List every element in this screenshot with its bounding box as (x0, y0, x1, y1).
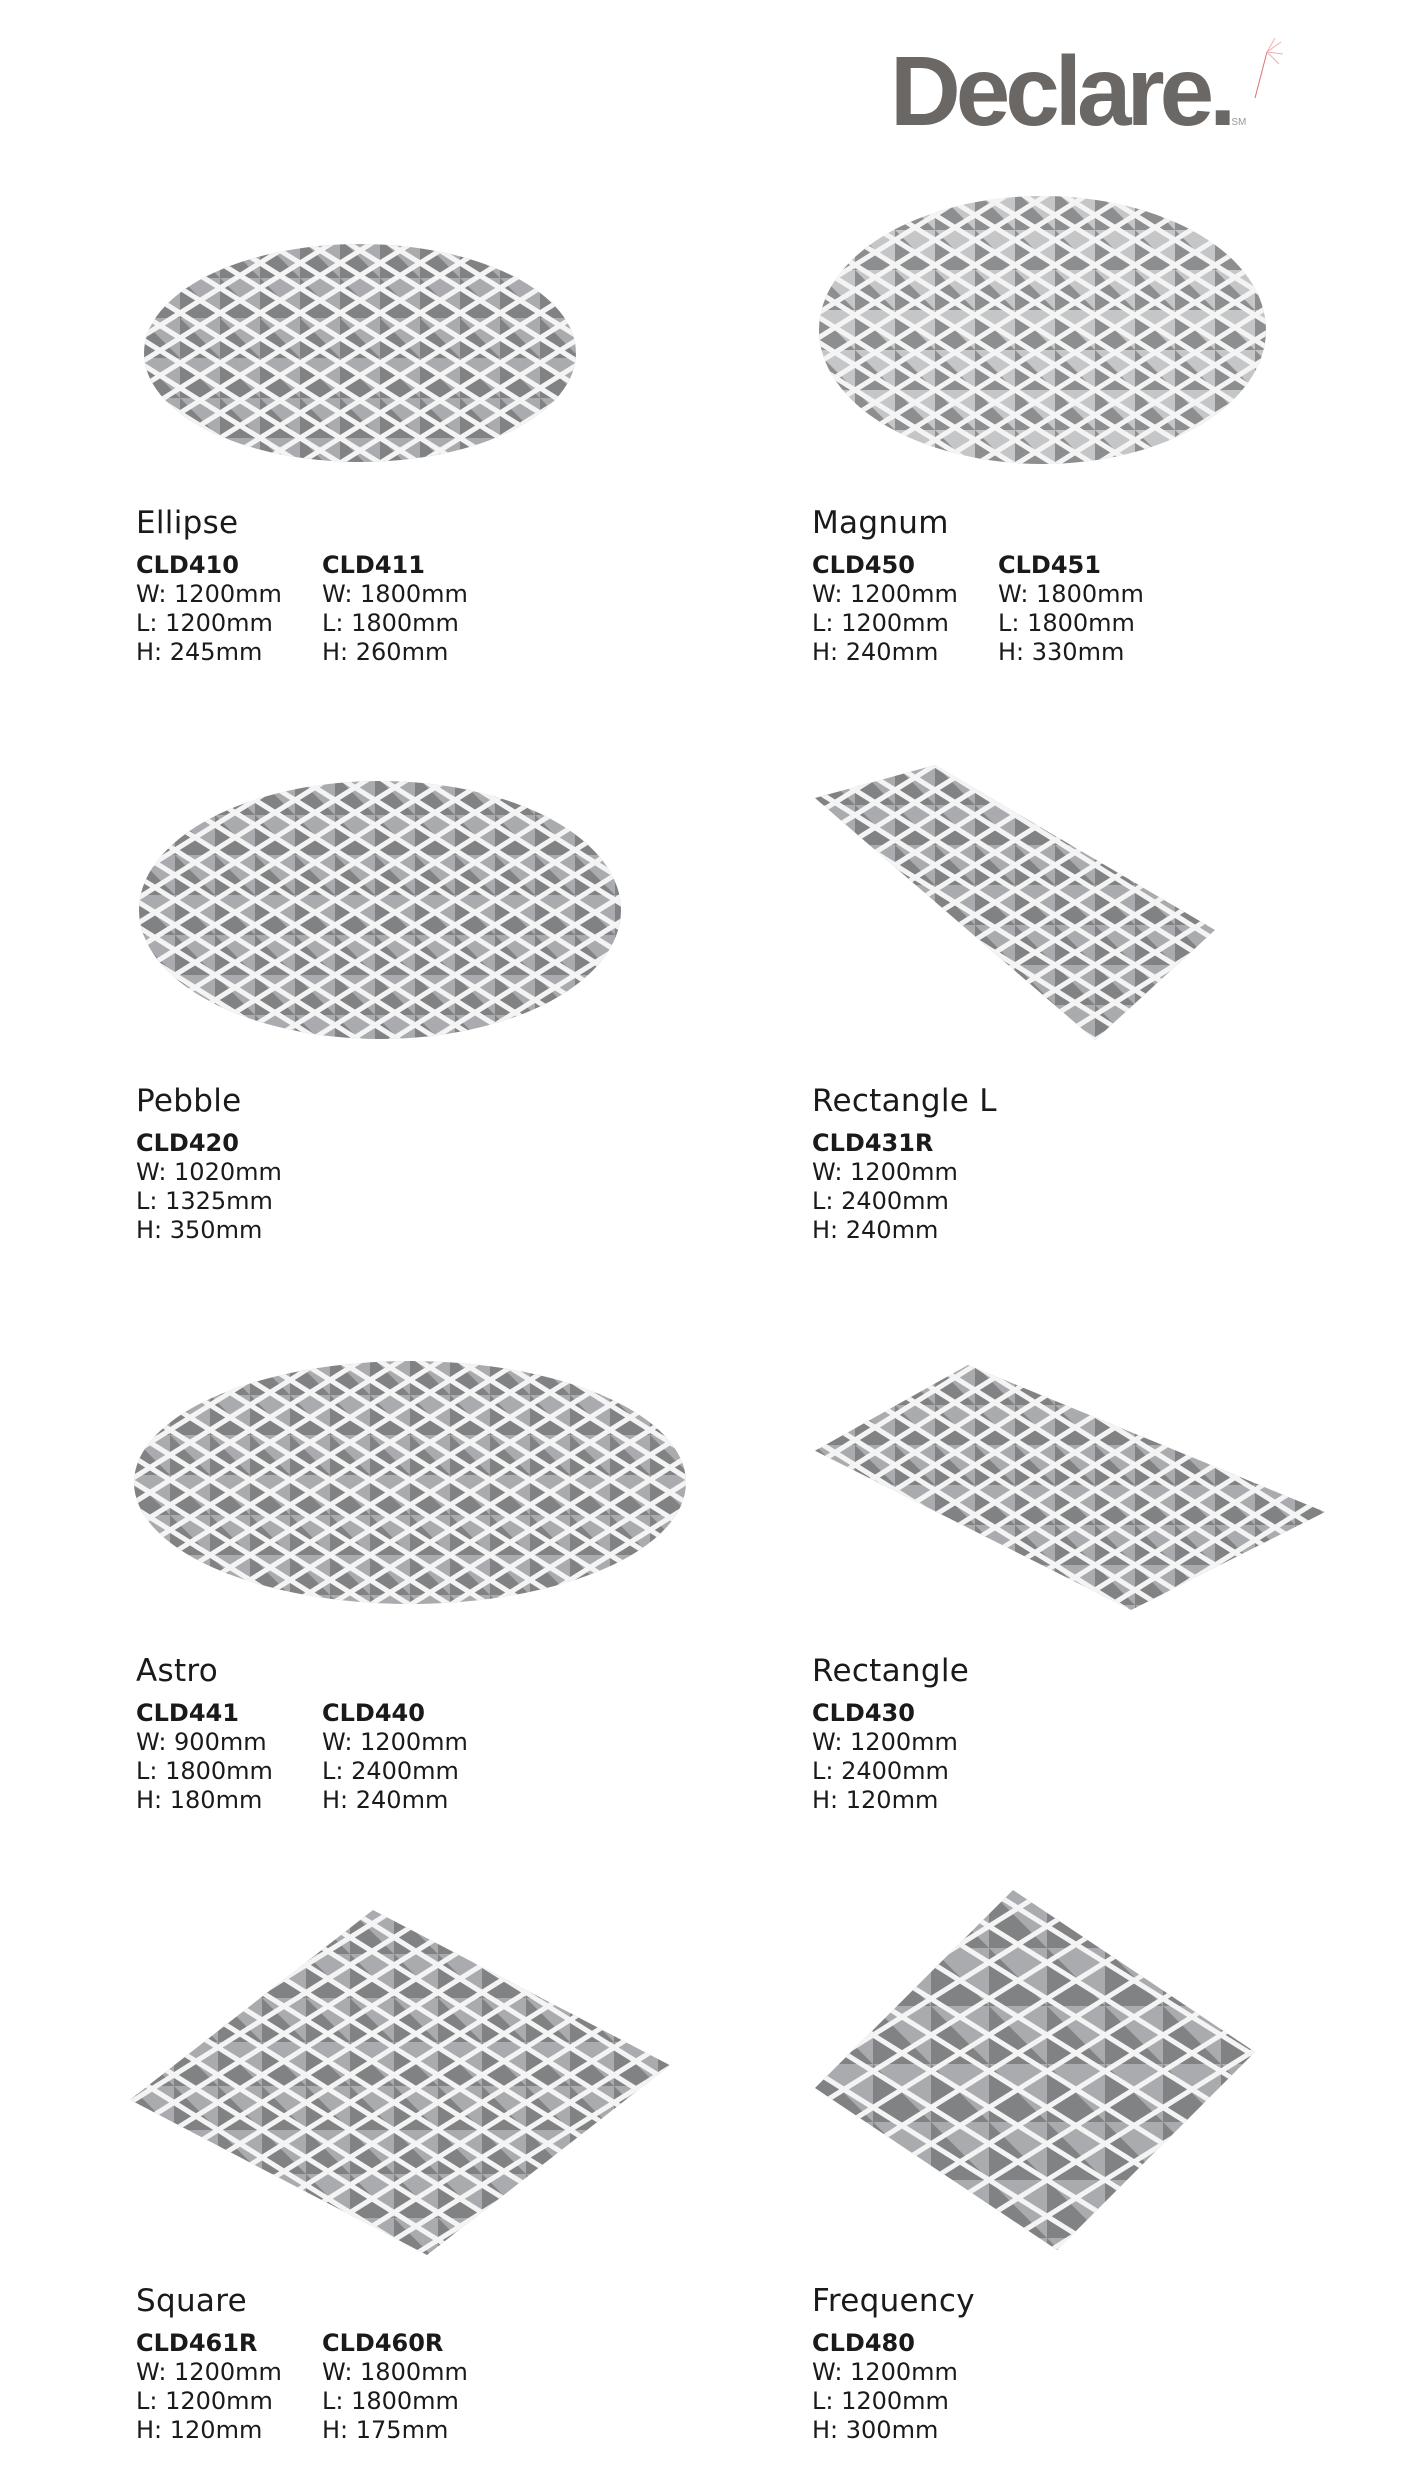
product-code: CLD431R (812, 1129, 934, 1157)
variant-spec: CLD430 W: 1200mm L: 2400mm H: 120mm (812, 1699, 958, 1815)
length-spec: L: 2400mm (812, 1187, 949, 1215)
width-spec: W: 1200mm (812, 1728, 958, 1756)
pebble-product-image (139, 781, 621, 1039)
logo-text: Declare. (890, 36, 1236, 146)
square-product-image (130, 1910, 670, 2255)
length-spec: L: 2400mm (812, 1757, 949, 1785)
length-spec: L: 1325mm (136, 1187, 273, 1215)
product-code: CLD451 (998, 551, 1101, 579)
height-spec: H: 120mm (136, 2416, 263, 2444)
width-spec: W: 1020mm (136, 1158, 282, 1186)
product-code: CLD441 (136, 1699, 239, 1727)
length-spec: L: 1200mm (812, 2387, 949, 2415)
magnum-product-image (819, 196, 1266, 464)
square-title: Square (136, 2283, 247, 2319)
height-spec: H: 240mm (322, 1786, 449, 1814)
length-spec: L: 1800mm (322, 2387, 459, 2415)
length-spec: L: 1200mm (812, 609, 949, 637)
variant-spec: CLD460R W: 1800mm L: 1800mm H: 175mm (322, 2329, 468, 2445)
frequency-title: Frequency (812, 2283, 975, 2319)
length-spec: L: 1800mm (998, 609, 1135, 637)
height-spec: H: 260mm (322, 638, 449, 666)
declare-logo: Declare.SM (890, 42, 1246, 140)
product-code: CLD420 (136, 1129, 239, 1157)
rectangle-title: Rectangle (812, 1653, 970, 1689)
width-spec: W: 1200mm (812, 580, 958, 608)
length-spec: L: 1800mm (136, 1757, 273, 1785)
product-code: CLD411 (322, 551, 425, 579)
width-spec: W: 1200mm (136, 2358, 282, 2386)
product-code: CLD410 (136, 551, 239, 579)
width-spec: W: 1800mm (322, 580, 468, 608)
variant-spec: CLD431R W: 1200mm L: 2400mm H: 240mm (812, 1129, 958, 1245)
variant-spec: CLD420 W: 1020mm L: 1325mm H: 350mm (136, 1129, 282, 1245)
magnum-title: Magnum (812, 505, 949, 541)
astro-product-image (134, 1361, 686, 1604)
variant-spec: CLD410 W: 1200mm L: 1200mm H: 245mm (136, 551, 282, 667)
rectangle-l-product-image (815, 765, 1215, 1040)
width-spec: W: 1800mm (998, 580, 1144, 608)
width-spec: W: 1800mm (322, 2358, 468, 2386)
variant-spec: CLD451 W: 1800mm L: 1800mm H: 330mm (998, 551, 1144, 667)
height-spec: H: 120mm (812, 1786, 939, 1814)
width-spec: W: 1200mm (136, 580, 282, 608)
product-code: CLD461R (136, 2329, 258, 2357)
product-code: CLD430 (812, 1699, 915, 1727)
rectangle-product-image (815, 1365, 1325, 1610)
height-spec: H: 300mm (812, 2416, 939, 2444)
width-spec: W: 1200mm (812, 2358, 958, 2386)
height-spec: H: 240mm (812, 638, 939, 666)
ellipse-product-image (144, 244, 576, 462)
height-spec: H: 175mm (322, 2416, 449, 2444)
product-code: CLD460R (322, 2329, 444, 2357)
pebble-title: Pebble (136, 1083, 242, 1119)
logo-mark: SM (1231, 117, 1247, 128)
variant-spec: CLD411 W: 1800mm L: 1800mm H: 260mm (322, 551, 468, 667)
product-code: CLD440 (322, 1699, 425, 1727)
length-spec: L: 2400mm (322, 1757, 459, 1785)
astro-title: Astro (136, 1653, 219, 1689)
height-spec: H: 240mm (812, 1216, 939, 1244)
variant-spec: CLD440 W: 1200mm L: 2400mm H: 240mm (322, 1699, 468, 1815)
product-code: CLD480 (812, 2329, 915, 2357)
width-spec: W: 1200mm (322, 1728, 468, 1756)
length-spec: L: 1800mm (322, 609, 459, 637)
width-spec: W: 1200mm (812, 1158, 958, 1186)
variant-spec: CLD461R W: 1200mm L: 1200mm H: 120mm (136, 2329, 282, 2445)
dandelion-seed-icon (1254, 38, 1284, 99)
height-spec: H: 350mm (136, 1216, 263, 1244)
length-spec: L: 1200mm (136, 609, 273, 637)
ellipse-title: Ellipse (136, 505, 239, 541)
height-spec: H: 245mm (136, 638, 263, 666)
variant-spec: CLD480 W: 1200mm L: 1200mm H: 300mm (812, 2329, 958, 2445)
product-code: CLD450 (812, 551, 915, 579)
frequency-product-image (815, 1890, 1255, 2250)
width-spec: W: 900mm (136, 1728, 267, 1756)
length-spec: L: 1200mm (136, 2387, 273, 2415)
variant-spec: CLD450 W: 1200mm L: 1200mm H: 240mm (812, 551, 958, 667)
height-spec: H: 330mm (998, 638, 1125, 666)
rectangle-l-title: Rectangle L (812, 1083, 997, 1119)
variant-spec: CLD441 W: 900mm L: 1800mm H: 180mm (136, 1699, 273, 1815)
height-spec: H: 180mm (136, 1786, 263, 1814)
